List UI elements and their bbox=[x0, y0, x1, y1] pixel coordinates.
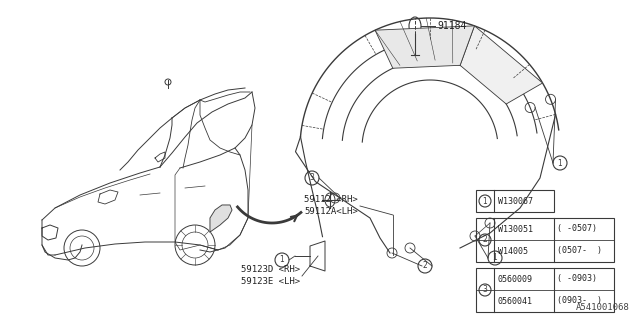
Polygon shape bbox=[460, 26, 543, 104]
Text: A541001068: A541001068 bbox=[576, 303, 630, 312]
Text: 59123E <LH>: 59123E <LH> bbox=[241, 277, 300, 286]
Text: 0560009: 0560009 bbox=[498, 275, 533, 284]
Text: 1: 1 bbox=[557, 158, 563, 167]
Text: 59112A<LH>: 59112A<LH> bbox=[304, 207, 358, 217]
Text: 1: 1 bbox=[493, 253, 497, 262]
Text: (0507-  ): (0507- ) bbox=[557, 246, 602, 255]
Polygon shape bbox=[210, 205, 232, 232]
Text: ( -0903): ( -0903) bbox=[557, 275, 597, 284]
Text: 91184: 91184 bbox=[437, 21, 467, 31]
Text: 2: 2 bbox=[483, 236, 488, 244]
Bar bbox=[476, 218, 614, 262]
Text: 1: 1 bbox=[280, 255, 284, 265]
Text: 1: 1 bbox=[483, 196, 488, 205]
Text: ( -0507): ( -0507) bbox=[557, 225, 597, 234]
Text: 59123D <RH>: 59123D <RH> bbox=[241, 266, 300, 275]
Text: 2: 2 bbox=[422, 261, 428, 270]
Text: (0903-  ): (0903- ) bbox=[557, 297, 602, 306]
Bar bbox=[476, 190, 554, 212]
Polygon shape bbox=[375, 26, 474, 68]
Text: 3: 3 bbox=[483, 285, 488, 294]
Text: W130051: W130051 bbox=[498, 225, 533, 234]
Text: 3: 3 bbox=[310, 173, 314, 182]
Bar bbox=[476, 268, 614, 312]
Text: 59112 <RH>: 59112 <RH> bbox=[304, 196, 358, 204]
Text: 0560041: 0560041 bbox=[498, 297, 533, 306]
Text: W14005: W14005 bbox=[498, 246, 528, 255]
Text: W130067: W130067 bbox=[498, 196, 533, 205]
